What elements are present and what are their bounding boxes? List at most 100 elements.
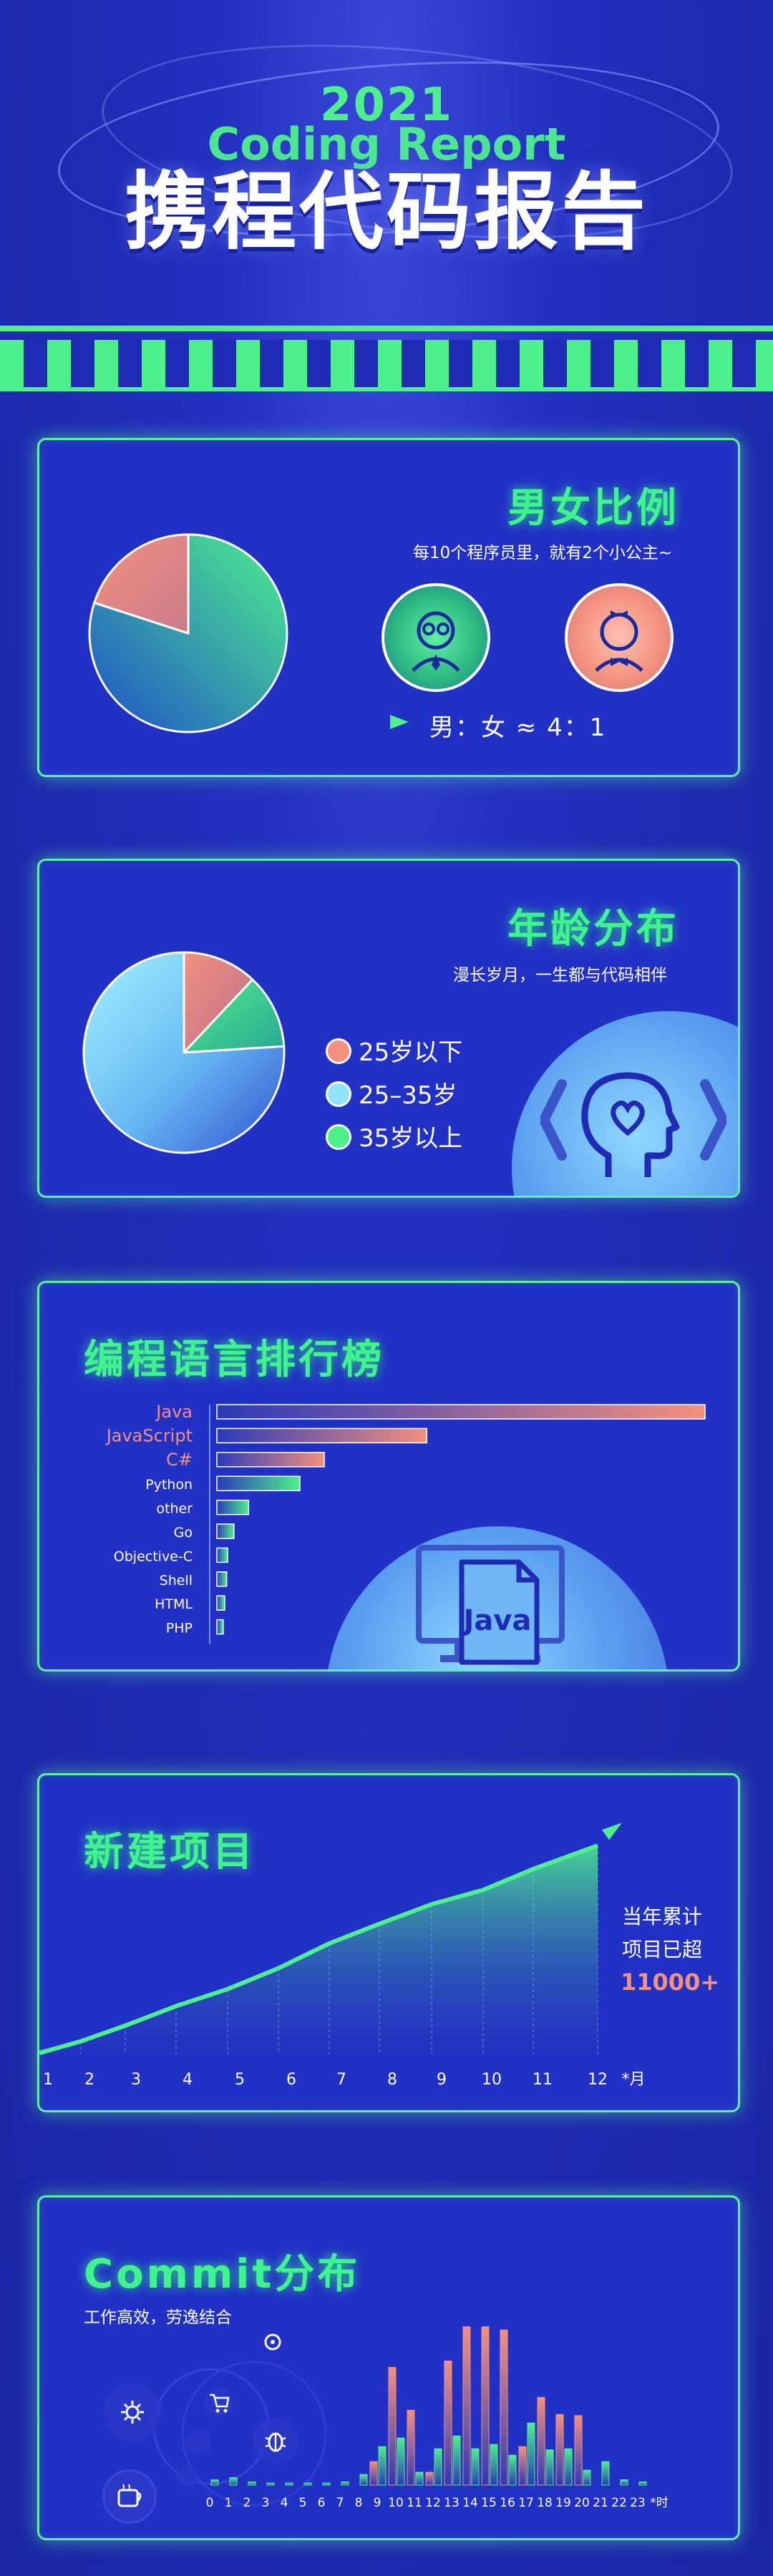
commit-bar-cool (601, 2461, 610, 2486)
bug-icon (265, 2432, 286, 2452)
commit-x-tick: 11 (407, 2496, 422, 2510)
projects-area-chart: 1 2 3 4 5 6 7 8 9 10 11 12 *月 (39, 1823, 646, 2089)
commit-x-tick: 12 (425, 2496, 441, 2510)
commit-bar-hot (462, 2326, 471, 2486)
area-x-tick: 9 (437, 2071, 447, 2089)
commit-bar-hot (407, 2409, 415, 2486)
commit-x-unit: *时 (650, 2496, 669, 2510)
lang-label: other (156, 1501, 193, 1517)
area-line (39, 1843, 599, 2056)
commit-bar-cool (229, 2477, 238, 2486)
report-subtitle: Coding Report (207, 118, 566, 170)
report-year: 2021 (319, 79, 454, 132)
commit-bar-cool (378, 2446, 386, 2486)
lang-bar (216, 1428, 428, 1444)
legend-label: 25岁以下 (359, 1038, 463, 1067)
legend-under-25: 25岁以下 (326, 1033, 462, 1068)
lang-label: Shell (160, 1573, 193, 1589)
legend-over-35: 35岁以上 (326, 1118, 462, 1153)
commit-x-tick: 19 (555, 2496, 571, 2510)
commit-x-tick: 20 (574, 2496, 590, 2510)
commit-bar-cool (545, 2449, 554, 2486)
lang-bar (216, 1547, 228, 1563)
hero-header: 2021 Coding Report 携程代码报告 (0, 0, 773, 336)
commit-bar-hot (500, 2329, 508, 2486)
pie-slice-25–35岁 (82, 951, 286, 1154)
projects-title: 新建项目 (84, 1829, 256, 1875)
commit-bar-cool (341, 2482, 349, 2486)
commit-x-tick: 23 (630, 2496, 646, 2510)
age-pie-chart (82, 951, 286, 1154)
area-arrow (602, 1823, 622, 1840)
commit-bar-cool (285, 2482, 293, 2486)
gender-pie-chart (88, 533, 288, 733)
commits-title: Commit分布 (84, 2251, 361, 2298)
lang-bar (216, 1499, 250, 1516)
commit-bar-hot (444, 2360, 452, 2486)
commit-x-tick: 16 (500, 2496, 515, 2510)
legend-25-35: 25–35岁 (326, 1075, 457, 1111)
commits-caption: 工作高效，劳逸结合 (84, 2308, 232, 2327)
projects-summary-1: 当年累计 (622, 1905, 703, 1928)
lang-bar (216, 1404, 706, 1420)
lang-bar (216, 1595, 225, 1611)
projects-summary-2: 项目已超 (622, 1938, 703, 1961)
commit-bar-cool (638, 2482, 647, 2486)
commit-x-tick: 3 (262, 2496, 270, 2510)
commits-bar-chart: 0 1 2 3 4 5 6 7 8 9 10 11 12 13 14 15 16 17 18 19 20 21 22 23 *时 (206, 2326, 669, 2510)
area-x-tick: 3 (131, 2071, 141, 2089)
commit-x-tick: 9 (374, 2496, 381, 2510)
coffee-icon (102, 2469, 157, 2524)
male-programmer-icon (381, 583, 490, 692)
commit-bar-cool (620, 2479, 628, 2486)
commit-x-tick: 13 (444, 2496, 460, 2510)
commit-bar-cool (452, 2435, 461, 2486)
commit-bar-cool (397, 2437, 405, 2486)
area-x-tick: 8 (387, 2071, 397, 2089)
languages-card: Java Java JavaScript C# Python other Go Object… (37, 1281, 740, 1672)
lang-bar (216, 1571, 228, 1587)
commit-bar-cool (266, 2482, 275, 2486)
legend-label: 25–35岁 (359, 1081, 457, 1110)
divider-line (0, 326, 773, 331)
commit-x-tick: 15 (481, 2496, 497, 2510)
area-x-tick: 1 (43, 2071, 53, 2089)
lang-bar (216, 1619, 224, 1635)
gender-caption: 每10个程序员里，就有2个小公主~ (413, 544, 673, 562)
commit-bar-hot (518, 2446, 527, 2486)
cart-icon (210, 2394, 230, 2413)
lang-label: Java (155, 1402, 193, 1422)
legend-swatch-green (326, 1124, 351, 1150)
head-heart-code-icon (540, 1072, 726, 1177)
area-x-tick: 7 (336, 2071, 346, 2089)
commit-bar-cool (490, 2444, 498, 2486)
checker-band (0, 340, 773, 387)
lang-label: Python (145, 1477, 193, 1493)
java-file-icon: Java (416, 1545, 565, 1665)
commit-x-tick: 10 (388, 2496, 404, 2510)
legend-swatch-salmon (326, 1038, 351, 1064)
commit-x-tick: 22 (611, 2496, 627, 2510)
area-x-tick: 10 (482, 2071, 502, 2089)
commit-bar-hot (537, 2396, 545, 2486)
female-programmer-icon (565, 583, 674, 692)
commit-x-tick: 7 (336, 2496, 344, 2510)
play-arrow-icon (390, 715, 409, 729)
commit-bar-cool (303, 2482, 312, 2486)
commit-bar-hot (388, 2366, 397, 2486)
area-x-tick: 11 (533, 2071, 553, 2089)
commit-bar-cool (415, 2472, 424, 2486)
gender-ratio: 男：女 ≈ 4：1 (429, 713, 607, 742)
languages-bar-chart: Java JavaScript C# Python other Go Objective-C… (105, 1402, 706, 1644)
age-card: 年龄分布 漫长岁月，一生都与代码相伴 25岁以下 25–35岁 35岁以上 (37, 859, 740, 1198)
gender-card: 男女比例 每10个程序员里，就有2个小公主~ 男：女 ≈ 4：1 (37, 438, 740, 777)
report-title: 携程代码报告 (124, 162, 648, 261)
lang-label: HTML (155, 1596, 193, 1612)
commit-bar-cool (583, 2469, 591, 2486)
projects-summary-value: 11000+ (621, 1968, 720, 1996)
commit-bar-cool (564, 2448, 573, 2486)
lang-bar (216, 1523, 235, 1539)
commit-bar-cool (322, 2482, 331, 2486)
java-file-label: Java (462, 1604, 532, 1637)
lang-label: C# (166, 1450, 193, 1470)
